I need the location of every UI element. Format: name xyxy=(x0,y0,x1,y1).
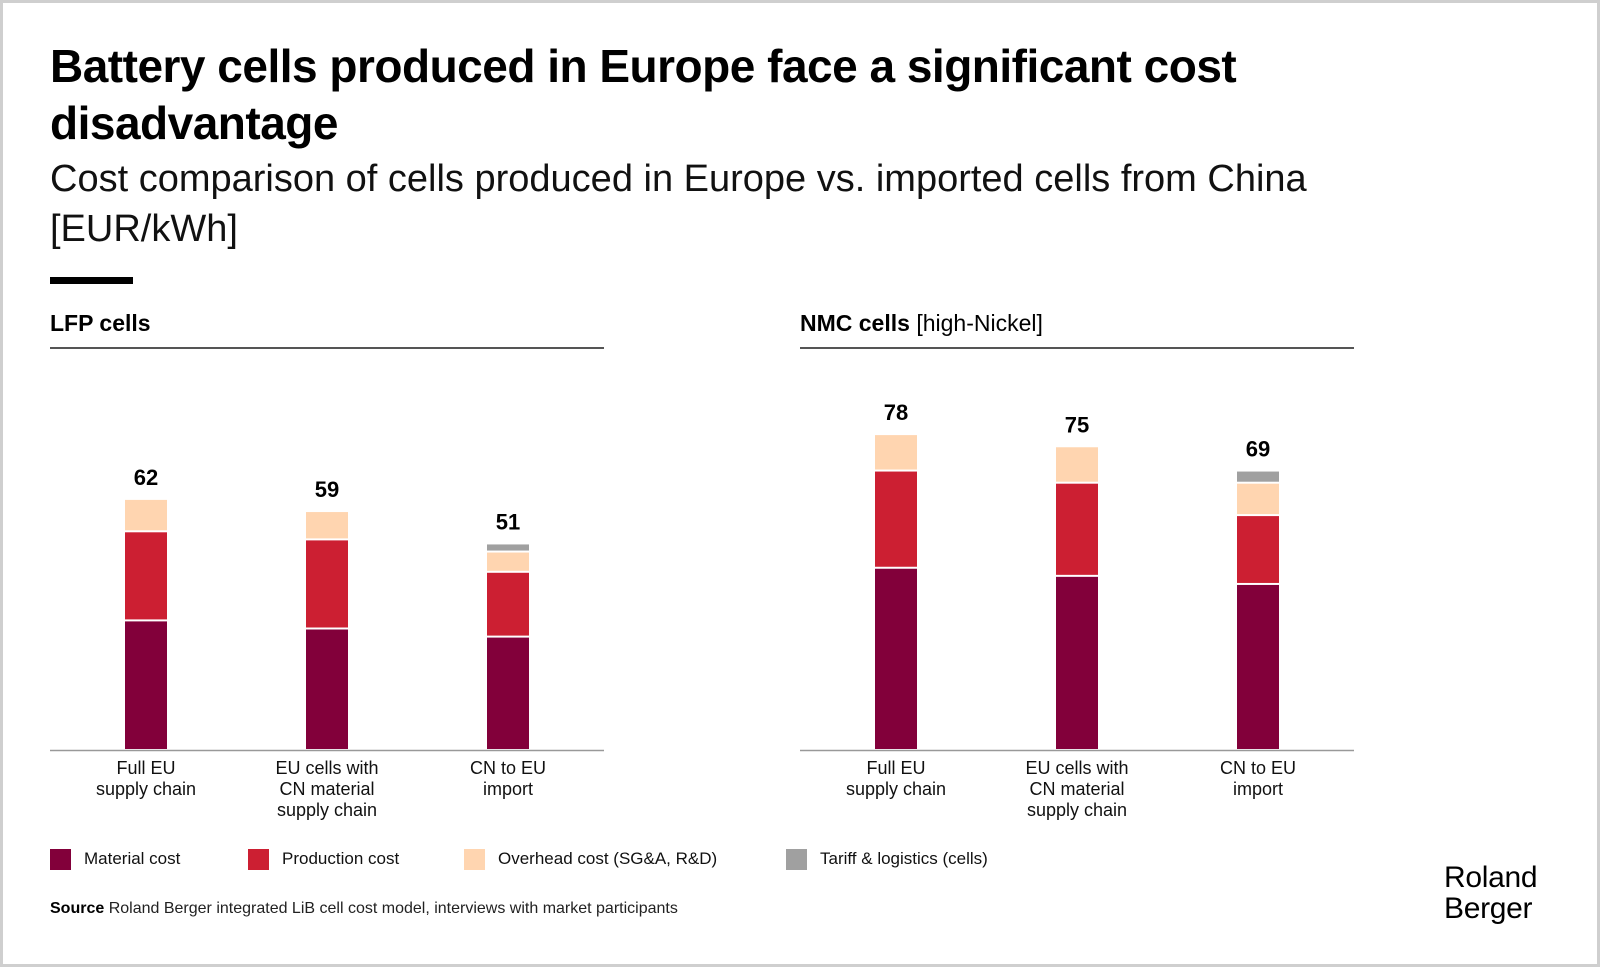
category-label-line: EU cells with xyxy=(275,758,379,778)
category-label-line: import xyxy=(1232,779,1283,799)
bar-total-label: 51 xyxy=(496,509,520,534)
category-label-line: CN to EU xyxy=(469,758,547,778)
category-label: CN to EU import xyxy=(1173,758,1343,800)
lfp-chart: 62 59 51 xyxy=(50,465,604,752)
bar-segment-material xyxy=(306,629,348,749)
category-label: EU cells with CN material supply chain xyxy=(992,758,1162,821)
legend-item-production: Production cost xyxy=(248,848,399,870)
bar-segment-overhead xyxy=(1056,447,1098,482)
panel-title-nmc-main: NMC cells xyxy=(800,310,910,336)
category-label-line: supply chain xyxy=(95,779,197,799)
bar-segment-overhead xyxy=(1237,483,1279,515)
bar-segment-material xyxy=(1056,576,1098,749)
category-label-line: CN material xyxy=(1029,779,1125,799)
legend-swatch-overhead xyxy=(464,848,485,870)
chart-title: Battery cells produced in Europe face a … xyxy=(50,40,1237,149)
nmc-chart: 78 75 69 xyxy=(800,400,1354,752)
category-label-line: EU cells with xyxy=(1025,758,1129,778)
legend-swatch-tariff xyxy=(786,848,807,870)
source-label: Source xyxy=(50,900,105,917)
category-label: EU cells with CN material supply chain xyxy=(242,758,412,821)
category-label-line: import xyxy=(482,779,533,799)
category-label: Full EU supply chain xyxy=(811,758,981,800)
bar-segment-overhead xyxy=(487,552,529,571)
bar-total-label: 69 xyxy=(1246,437,1270,462)
legend-item-overhead: Overhead cost (SG&A, R&D) xyxy=(464,848,717,870)
bar-segment-production xyxy=(1237,516,1279,583)
accent-bar xyxy=(50,277,133,284)
legend-label-material: Material cost xyxy=(84,849,181,868)
category-label-line: supply chain xyxy=(845,779,947,799)
panel-title-nmc-suffix: [high-Nickel] xyxy=(916,310,1043,336)
bar-segment-production xyxy=(487,572,529,636)
category-label: CN to EU import xyxy=(423,758,593,800)
source-text: Roland Berger integrated LiB cell cost m… xyxy=(108,900,678,917)
category-label-line: supply chain xyxy=(276,800,378,820)
roland-berger-logo: Roland Berger xyxy=(1444,861,1538,925)
bar-segment-material xyxy=(1237,584,1279,749)
bar-segment-tariff xyxy=(487,544,529,551)
panel-rule-nmc xyxy=(800,347,1354,349)
bar-total-label: 62 xyxy=(134,465,158,490)
category-label-line: CN material xyxy=(279,779,375,799)
bar-segment-production xyxy=(125,532,167,620)
source-note: Source Roland Berger integrated LiB cell… xyxy=(50,900,678,918)
bar-segment-material xyxy=(487,637,529,749)
bar-segment-overhead xyxy=(125,499,167,531)
panel-title-lfp-main: LFP cells xyxy=(50,310,151,336)
logo-line-2: Berger xyxy=(1444,892,1533,925)
bar-total-label: 59 xyxy=(315,477,339,502)
category-label-line: CN to EU xyxy=(1219,758,1297,778)
category-label-line: supply chain xyxy=(1026,800,1128,820)
bar-segment-production xyxy=(306,540,348,628)
bar-segment-overhead xyxy=(306,512,348,539)
category-label-line: Full EU xyxy=(116,758,176,778)
legend-label-tariff: Tariff & logistics (cells) xyxy=(820,849,988,868)
bar-segment-tariff xyxy=(1237,471,1279,482)
legend-swatch-production xyxy=(248,848,269,870)
category-label-line: Full EU xyxy=(866,758,926,778)
panel-title-lfp: LFP cells xyxy=(50,309,151,337)
bar-segment-material xyxy=(125,621,167,749)
bar-segment-production xyxy=(875,471,917,567)
category-label: Full EU supply chain xyxy=(61,758,231,800)
legend-item-tariff: Tariff & logistics (cells) xyxy=(786,848,988,870)
bar-segment-overhead xyxy=(875,435,917,470)
panel-title-nmc: NMC cells [high-Nickel] xyxy=(800,309,1043,337)
legend-item-material: Material cost xyxy=(50,848,180,870)
legend-swatch-material xyxy=(50,848,71,870)
bar-total-label: 78 xyxy=(884,400,908,425)
bar-total-label: 75 xyxy=(1065,412,1089,437)
panel-rule-lfp xyxy=(50,347,604,349)
bar-segment-production xyxy=(1056,483,1098,575)
bar-segment-material xyxy=(875,568,917,749)
legend-label-production: Production cost xyxy=(282,849,400,868)
legend-label-overhead: Overhead cost (SG&A, R&D) xyxy=(498,849,718,868)
logo-line-1: Roland xyxy=(1444,861,1538,894)
chart-subtitle: Cost comparison of cells produced in Eur… xyxy=(50,158,1307,250)
